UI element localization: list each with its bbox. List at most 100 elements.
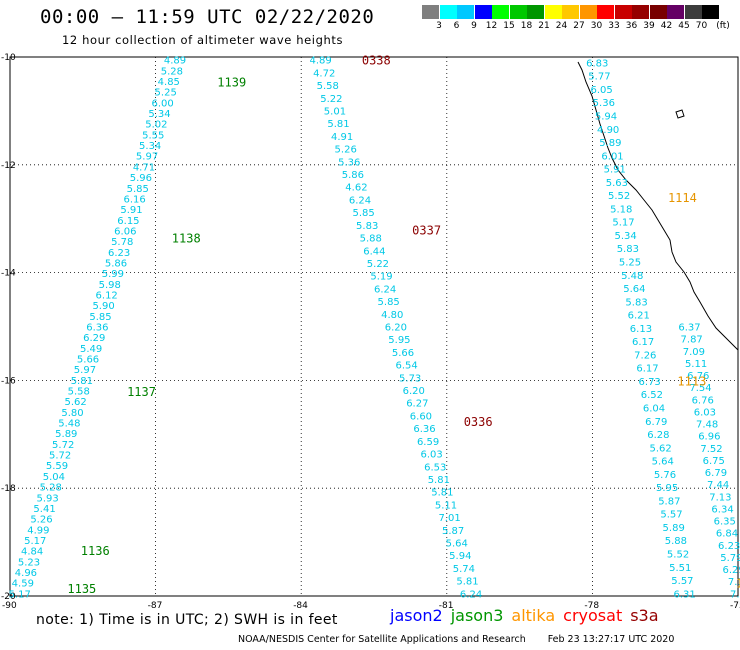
map-frame [9, 56, 739, 597]
legend-swatch [579, 5, 597, 19]
pass-time-label: 1113 [677, 374, 706, 388]
swh-value: 5.98 [99, 280, 121, 291]
swh-value: 6.05 [590, 85, 612, 96]
swh-value: 6.83 [586, 58, 608, 69]
swh-value: 6.20 [385, 323, 407, 334]
swh-value: 5.55 [142, 130, 164, 141]
swh-value: 6.24 [460, 589, 482, 600]
swh-value: 6.53 [424, 462, 446, 473]
swh-value: 5.83 [617, 244, 639, 255]
swh-value: 5.25 [619, 257, 641, 268]
swh-value: 6.06 [114, 226, 136, 237]
legend-label: 15 [503, 21, 515, 31]
swh-value: 5.72 [49, 451, 71, 462]
swh-value: 5.17 [9, 589, 31, 600]
swh-value: 5.26 [335, 145, 357, 156]
swh-value: 5.93 [37, 493, 59, 504]
swh-value: 5.17 [612, 218, 634, 229]
coastline [577, 61, 739, 351]
swh-value: 5.89 [663, 523, 685, 534]
swh-value: 5.88 [665, 536, 687, 547]
swh-value: 6.36 [413, 424, 435, 435]
legend-swatch [492, 5, 510, 19]
swh-value: 6.17 [636, 364, 658, 375]
island [675, 109, 685, 119]
swh-value: 5.19 [370, 272, 392, 283]
swh-value: 4.62 [345, 183, 367, 194]
swh-value: 5.62 [649, 443, 671, 454]
legend-label: 33 [608, 21, 620, 31]
lat-tick-label: -10 [1, 53, 16, 63]
swh-value: 5.57 [660, 510, 682, 521]
swh-value: 6.79 [645, 417, 667, 428]
swh-value: 4.89 [309, 56, 331, 67]
swh-value: 6.84 [716, 529, 738, 540]
swh-value: 4.59 [12, 579, 34, 590]
swh-value: 5.58 [68, 387, 90, 398]
swh-value: 5.76 [654, 470, 676, 481]
lat-tick-label: -12 [1, 161, 16, 171]
swh-value: 5.36 [338, 157, 360, 168]
swh-value: 5.87 [658, 496, 680, 507]
swh-value: 7.87 [681, 335, 703, 346]
swh-value: 6.12 [96, 290, 118, 301]
legend-label: 24 [555, 21, 568, 31]
swh-value: 4.91 [331, 132, 353, 143]
swh-value: 5.94 [449, 551, 471, 562]
swh-value: 5.63 [606, 178, 628, 189]
legend-swatch [649, 5, 667, 19]
swh-value: 5.48 [58, 419, 80, 430]
lon-tick-label: -87 [148, 601, 163, 611]
swh-value: 6.79 [705, 468, 727, 479]
pass-time-label: 1114 [668, 191, 697, 205]
pass-time-label: 1137 [127, 385, 156, 399]
swh-value: 5.96 [130, 173, 152, 184]
swh-value: 6.04 [643, 403, 665, 414]
legend-swatch [457, 5, 475, 19]
swh-value: 5.78 [111, 237, 133, 248]
swh-value: 6.03 [694, 407, 716, 418]
swh-value: 5.91 [604, 165, 626, 176]
altimeter-tracks: 4.895.284.855.256.005.345.025.555.345.97… [9, 54, 740, 601]
swh-value: 5.52 [608, 191, 630, 202]
swh-value: 5.72 [52, 440, 74, 451]
swh-value: 5.89 [55, 429, 77, 440]
swh-value: 5.23 [18, 557, 40, 568]
swh-value: 5.64 [623, 284, 645, 295]
swh-value: 5.81 [327, 119, 349, 130]
swh-value: 5.59 [46, 461, 68, 472]
swh-value: 6.52 [641, 390, 663, 401]
swh-value: 6.29 [83, 333, 105, 344]
pass-time-label: 0337 [412, 223, 441, 237]
swh-value: 5.80 [61, 408, 83, 419]
legend-label: 3 [436, 21, 442, 31]
legend-swatch [702, 5, 720, 19]
swh-value: 5.02 [145, 120, 167, 131]
legend-swatch [684, 5, 702, 19]
swh-value: 5.22 [320, 94, 342, 105]
swh-value: 5.85 [127, 184, 149, 195]
swh-value: 6.29 [722, 565, 740, 576]
pass-time-label: 1136 [81, 544, 110, 558]
swh-value: 7.48 [696, 420, 718, 431]
legend-swatch [439, 5, 457, 19]
legend-swatch [632, 5, 650, 19]
swh-value: 6.20 [403, 386, 425, 397]
legend-label: 42 [660, 21, 673, 31]
swh-value: 6.03 [421, 450, 443, 461]
swh-value: 5.51 [669, 563, 691, 574]
swh-value: 5.79 [720, 553, 740, 564]
swh-value: 5.04 [43, 472, 65, 483]
swh-value: 4.96 [15, 568, 37, 579]
swh-value: 5.52 [667, 549, 689, 560]
swh-value: 5.28 [161, 66, 183, 77]
axis-ticks: -10 -12 -14 -16 -18 -20-90 -87 -84 -81 -78 -75 [1, 53, 740, 611]
swh-value: 5.94 [595, 111, 617, 122]
footer-timestamp: Feb 23 13:27:17 UTC 2020 [547, 634, 675, 645]
swh-value: 6.76 [692, 395, 714, 406]
swh-value: 6.34 [711, 504, 733, 515]
swh-value: 5.81 [71, 376, 93, 387]
legend-swatch [597, 5, 615, 19]
swh-value: 6.17 [632, 337, 654, 348]
legend-label: 70 [695, 21, 708, 31]
